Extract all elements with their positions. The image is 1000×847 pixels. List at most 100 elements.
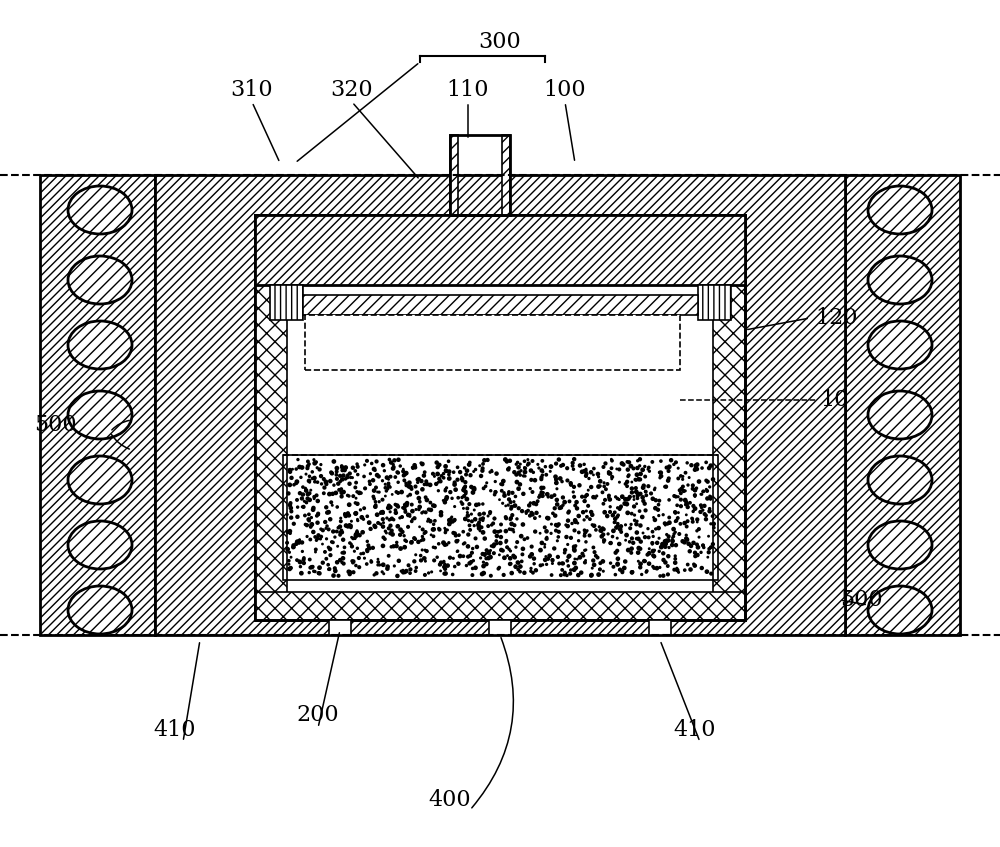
Point: [680, 514, 696, 528]
Point: [321, 506, 337, 519]
Point: [296, 553, 312, 567]
Point: [309, 509, 325, 523]
Point: [374, 565, 390, 579]
Point: [456, 490, 472, 503]
Point: [301, 514, 317, 528]
Point: [454, 490, 470, 504]
Point: [703, 540, 719, 554]
Point: [297, 509, 313, 523]
Point: [460, 540, 476, 553]
Point: [673, 500, 689, 513]
Point: [611, 475, 627, 489]
Point: [313, 530, 329, 544]
Point: [367, 463, 383, 477]
Point: [683, 458, 699, 472]
Point: [313, 523, 329, 536]
Point: [476, 482, 492, 495]
Point: [559, 554, 575, 567]
Point: [670, 512, 686, 525]
Point: [604, 454, 620, 468]
Point: [636, 479, 652, 492]
Point: [464, 514, 480, 528]
Point: [524, 454, 540, 468]
Point: [381, 549, 397, 562]
Point: [655, 569, 671, 583]
Point: [430, 475, 446, 489]
Point: [544, 553, 560, 567]
Point: [441, 455, 457, 468]
Point: [334, 473, 350, 486]
Point: [550, 551, 566, 564]
Point: [457, 512, 473, 526]
Point: [610, 501, 626, 515]
Point: [333, 512, 349, 525]
Point: [622, 490, 638, 504]
Point: [534, 468, 550, 482]
Point: [578, 535, 594, 549]
Point: [505, 549, 521, 562]
Point: [623, 459, 639, 473]
Point: [613, 500, 629, 513]
Point: [653, 540, 669, 554]
Point: [625, 565, 641, 579]
Point: [618, 534, 634, 547]
Point: [461, 458, 477, 472]
Point: [598, 483, 614, 496]
Point: [525, 566, 541, 579]
Point: [348, 559, 364, 573]
Point: [473, 469, 489, 483]
Point: [349, 541, 365, 555]
Point: [337, 463, 353, 477]
Point: [348, 507, 364, 520]
Point: [458, 559, 474, 573]
Point: [687, 501, 703, 515]
Point: [559, 462, 575, 475]
Point: [334, 490, 350, 503]
Point: [685, 505, 701, 518]
Point: [621, 468, 637, 482]
Point: [675, 470, 691, 484]
Point: [688, 461, 704, 474]
Point: [510, 562, 526, 576]
Point: [464, 568, 480, 582]
Point: [600, 527, 616, 540]
Point: [317, 515, 333, 529]
Point: [578, 504, 594, 518]
Point: [462, 549, 478, 562]
Point: [503, 556, 519, 570]
Point: [673, 486, 689, 500]
Point: [507, 490, 523, 503]
Point: [373, 506, 389, 519]
Point: [424, 565, 440, 579]
Point: [610, 557, 626, 571]
Point: [442, 485, 458, 499]
Point: [624, 475, 640, 489]
Point: [610, 519, 626, 533]
Point: [398, 467, 414, 480]
Point: [347, 532, 363, 545]
Point: [634, 510, 650, 523]
Point: [412, 495, 428, 508]
Point: [698, 456, 714, 469]
Point: [472, 507, 488, 521]
Point: [429, 551, 445, 564]
Point: [685, 515, 701, 529]
Point: [694, 462, 710, 475]
Point: [430, 460, 446, 473]
Point: [342, 536, 358, 550]
Point: [644, 538, 660, 551]
Point: [349, 512, 365, 526]
Point: [301, 457, 317, 471]
Point: [317, 545, 333, 559]
Point: [592, 562, 608, 576]
Point: [359, 510, 375, 523]
Point: [375, 520, 391, 534]
Point: [365, 490, 381, 503]
Point: [591, 470, 607, 484]
Point: [458, 487, 474, 501]
Point: [381, 477, 397, 490]
Point: [616, 458, 632, 472]
Point: [422, 514, 438, 528]
Point: [660, 473, 676, 487]
Point: [381, 453, 397, 467]
